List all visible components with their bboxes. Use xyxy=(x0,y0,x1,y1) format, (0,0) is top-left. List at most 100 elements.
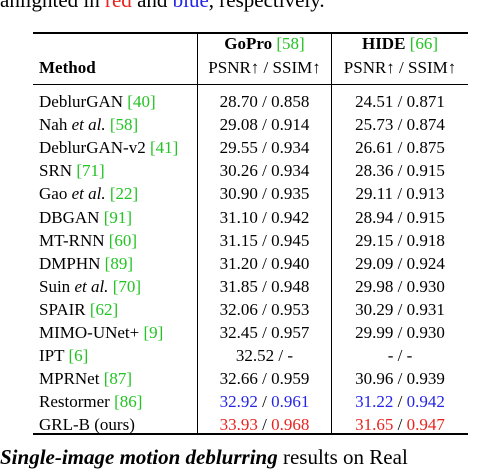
method-label: MT-RNN xyxy=(39,230,105,250)
hide-score-cell: 25.73 / 0.874 xyxy=(332,113,468,136)
psnr-value: 24.51 xyxy=(355,92,394,111)
method-label: SPAIR xyxy=(39,299,86,319)
ssim-value: 0.935 xyxy=(271,184,310,204)
psnr-value: 32.06 xyxy=(219,299,258,319)
separator: / xyxy=(393,415,407,435)
gopro-score-cell: 29.55 / 0.934 xyxy=(198,136,331,159)
method-label: DBGAN xyxy=(39,207,100,227)
method-name: Nah et al. [58] xyxy=(39,113,138,136)
method-name: GRL-B (ours) xyxy=(39,413,135,436)
separator: / xyxy=(393,184,407,204)
gopro-score-cell: 29.08 / 0.914 xyxy=(198,113,331,136)
ssim-value: 0.959 xyxy=(271,369,310,389)
citation[interactable]: [62] xyxy=(89,299,119,319)
table-row: SPAIR [62] 32.06 / 0.953 30.29 / 0.931 xyxy=(0,298,488,321)
ssim-value: 0.945 xyxy=(271,230,310,250)
table-row: SRN [71] 30.26 / 0.934 28.36 / 0.915 xyxy=(0,159,488,182)
caption-text: ahlighted in xyxy=(0,0,105,12)
hide-score-cell: 26.61 / 0.875 xyxy=(332,136,468,159)
hide-score-cell: - / - xyxy=(332,344,468,367)
method-label-italic: et al. xyxy=(74,276,109,296)
citation[interactable]: [66] xyxy=(409,34,439,53)
gopro-metric-header: PSNR↑ / SSIM↑ xyxy=(208,58,321,77)
hide-score-cell: 30.29 / 0.931 xyxy=(332,298,468,321)
method-name: MIMO-UNet+ [9] xyxy=(39,321,163,344)
table-row: GRL-B (ours) 33.93 / 0.968 31.65 / 0.947 xyxy=(0,413,488,436)
psnr-value: 32.92 xyxy=(219,392,258,412)
method-name: SPAIR [62] xyxy=(39,298,118,321)
citation[interactable]: [70] xyxy=(112,276,142,296)
citation[interactable]: [6] xyxy=(68,346,89,366)
citation[interactable]: [89] xyxy=(104,253,133,273)
separator: / xyxy=(274,346,288,366)
header-divider-left xyxy=(197,33,198,84)
hide-score-cell: 30.96 / 0.939 xyxy=(332,367,468,390)
gopro-score-cell: 31.20 / 0.940 xyxy=(198,252,331,275)
ssim-value: 0.931 xyxy=(406,299,445,319)
citation[interactable]: [58] xyxy=(109,115,139,135)
separator: / xyxy=(257,276,272,296)
table-row: IPT [6] 32.52 / -- / - xyxy=(0,344,488,367)
psnr-value: 28.36 xyxy=(355,161,394,181)
gopro-score-cell: 31.85 / 0.948 xyxy=(198,275,331,298)
citation[interactable]: [91] xyxy=(103,207,133,227)
separator: / xyxy=(393,323,407,342)
method-name: IPT [6] xyxy=(39,344,88,367)
caption-emphasis: Single-image motion deblurring xyxy=(0,445,278,469)
separator: / xyxy=(257,253,272,273)
ssim-value: 0.934 xyxy=(271,161,310,181)
ssim-value: 0.930 xyxy=(406,323,445,342)
citation[interactable]: [71] xyxy=(76,161,105,181)
ssim-value: 0.915 xyxy=(406,207,445,227)
psnr-value: 31.10 xyxy=(219,207,258,227)
hide-score-cell: 29.98 / 0.930 xyxy=(332,275,468,298)
method-name: Restormer [86] xyxy=(39,390,142,413)
citation[interactable]: [40] xyxy=(127,92,156,111)
separator: / xyxy=(393,299,407,319)
ssim-value: 0.930 xyxy=(406,276,445,296)
caption-text: , respectively. xyxy=(208,0,325,12)
table-top-rule xyxy=(33,32,468,34)
gopro-header: GoPro [58] xyxy=(198,34,331,54)
separator: / xyxy=(393,92,407,111)
separator: / xyxy=(257,161,272,181)
psnr-value: 30.96 xyxy=(355,369,394,389)
gopro-score-cell: 32.52 / - xyxy=(198,344,331,367)
citation[interactable]: [60] xyxy=(108,230,138,250)
ssim-value: 0.914 xyxy=(271,115,310,135)
separator: / xyxy=(257,369,272,389)
separator: / xyxy=(257,230,272,250)
citation[interactable]: [87] xyxy=(103,369,133,389)
ssim-value: 0.924 xyxy=(406,253,445,273)
separator: / xyxy=(393,346,407,366)
citation[interactable]: [58] xyxy=(276,34,305,53)
hide-score-cell: 24.51 / 0.871 xyxy=(332,90,468,113)
hide-score-cell: 28.94 / 0.915 xyxy=(332,206,468,229)
hide-score-cell: 29.09 / 0.924 xyxy=(332,252,468,275)
ssim-value: 0.939 xyxy=(406,369,445,389)
citation[interactable]: [86] xyxy=(114,392,143,412)
table-row: MPRNet [87] 32.66 / 0.959 30.96 / 0.939 xyxy=(0,367,488,390)
separator: / xyxy=(393,276,407,296)
method-label: DeblurGAN-v2 xyxy=(39,138,146,158)
method-label: DMPHN xyxy=(39,253,101,273)
psnr-value: 29.99 xyxy=(355,323,394,342)
citation[interactable]: [22] xyxy=(109,184,139,204)
table-row: DeblurGAN [40] 28.70 / 0.858 24.51 / 0.871 xyxy=(0,90,488,113)
hide-title: HIDE xyxy=(361,34,406,53)
ssim-value: - xyxy=(406,346,413,366)
method-name: Suin et al. [70] xyxy=(39,275,141,298)
citation[interactable]: [41] xyxy=(149,138,179,158)
caption-red-word: red xyxy=(104,0,132,12)
psnr-value: 32.66 xyxy=(219,369,258,389)
citation[interactable]: [9] xyxy=(143,323,164,342)
separator: / xyxy=(257,207,272,227)
method-label: Restormer xyxy=(39,392,110,412)
header-divider-right xyxy=(331,33,332,84)
psnr-value: 25.73 xyxy=(355,115,394,135)
hide-score-cell: 31.65 / 0.947 xyxy=(332,413,468,436)
separator: / xyxy=(393,253,407,273)
psnr-value: 31.22 xyxy=(355,392,394,412)
ssim-value: 0.961 xyxy=(271,392,310,412)
gopro-score-cell: 28.70 / 0.858 xyxy=(198,90,331,113)
